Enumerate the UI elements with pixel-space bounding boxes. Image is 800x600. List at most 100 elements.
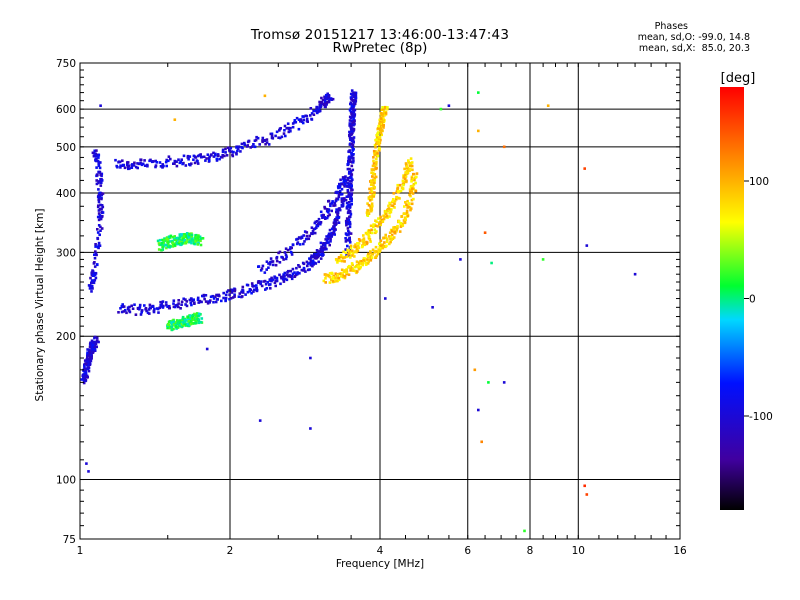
echo-point-X [379, 239, 383, 242]
echo-point-O [139, 313, 143, 316]
echo-point-O [228, 293, 231, 297]
echo-point-X [369, 224, 373, 228]
echo-point-X [391, 199, 395, 203]
echo-point-O [322, 103, 326, 106]
chart-subtitle: RwPretec (8p) [332, 40, 428, 56]
echo-point-O [251, 145, 254, 148]
echo-point-O [100, 192, 103, 195]
echo-point-other [173, 235, 176, 238]
echo-point-O [181, 162, 184, 166]
echo-point-O [270, 134, 274, 138]
echo-point-O [284, 277, 287, 281]
echo-point-O [241, 285, 245, 289]
echo-point-O [275, 276, 279, 280]
chart-title: Tromsø 20151217 13:46:00-13:47:43 [250, 27, 510, 43]
echo-point-O [282, 258, 285, 261]
echo-point-O [222, 296, 225, 300]
stats-o-mode: mean, sd,O: -99.0, 14.8 [637, 32, 750, 43]
echo-point-O [283, 271, 287, 275]
echo-point-X [380, 218, 384, 222]
echo-point-O [101, 211, 105, 214]
echo-point-X [340, 259, 344, 263]
echo-point-O [274, 284, 277, 288]
y-tick-label-75: 75 [63, 534, 76, 546]
echo-point-O [165, 164, 168, 168]
echo-point-other [174, 325, 178, 328]
echo-point-X [398, 183, 402, 187]
echo-point-O [132, 164, 136, 167]
echo-point-X [373, 165, 377, 168]
echo-point-O [254, 138, 258, 142]
echo-point-X [373, 191, 376, 194]
echo-point-O [250, 291, 253, 295]
echo-point-O [354, 99, 358, 103]
echo-point-O [90, 356, 93, 359]
echo-point-O [351, 145, 354, 148]
echo-point-O [323, 101, 327, 104]
echo-point-O [241, 295, 244, 298]
echo-point-other [166, 243, 170, 246]
echo-point-X [404, 175, 408, 178]
echo-point-X [351, 267, 355, 271]
echo-point-O [346, 176, 350, 180]
echo-point-X [377, 131, 380, 134]
echo-point-O [348, 206, 352, 209]
echo-point-other [167, 241, 170, 244]
echo-point-O [271, 260, 275, 263]
echo-point-O [350, 202, 353, 206]
echo-point-other [180, 322, 184, 326]
echo-point-O [293, 121, 296, 124]
echo-point-O [352, 122, 356, 126]
echo-point-O [93, 253, 96, 256]
echo-point-X [370, 202, 374, 205]
echo-point-O [337, 193, 341, 196]
echo-point-O [91, 351, 95, 354]
echo-point-O [218, 157, 221, 161]
echo-point-other [196, 236, 200, 240]
echo-point-O [342, 179, 346, 183]
echo-point-O [138, 162, 141, 166]
echo-point-O [336, 185, 340, 188]
echo-point-O [297, 271, 301, 275]
echo-point-O [140, 310, 143, 314]
echo-point-X [355, 247, 359, 251]
echo-point-X [364, 263, 368, 266]
echo-point-other [170, 325, 173, 329]
echo-point-O [233, 289, 237, 293]
echo-point-X [392, 198, 395, 201]
echo-point-other [178, 237, 181, 240]
echo-point-O [283, 129, 286, 132]
echo-point-O [329, 240, 332, 243]
echo-point-O [284, 257, 288, 261]
stats-heading: Phases [654, 21, 688, 32]
echo-point-O [353, 113, 357, 116]
echo-point-O [97, 241, 101, 245]
echo-point-X [389, 210, 393, 214]
echo-point-O [349, 128, 353, 131]
echo-point-O [323, 96, 327, 100]
echo-point-O [307, 237, 311, 241]
echo-point-other [180, 234, 184, 238]
echo-point-O [119, 164, 122, 167]
echo-point-O [101, 205, 105, 209]
echo-point-O [97, 209, 101, 212]
echo-point-O [94, 276, 98, 280]
echo-point-O [354, 91, 358, 95]
echo-point-O [352, 104, 356, 107]
echo-point-O [161, 300, 165, 303]
echo-point-X [408, 193, 411, 197]
echo-point-X [354, 243, 357, 246]
echo-point-X [408, 169, 411, 172]
echo-point-O [210, 153, 213, 156]
echo-point-O [182, 154, 186, 158]
echo-point-other [197, 235, 200, 238]
echo-point-O [352, 159, 355, 162]
echo-point-O [87, 354, 90, 357]
echo-point-O [349, 182, 353, 186]
echo-point-O [347, 193, 350, 197]
echo-point-O [351, 168, 355, 172]
echo-point-O [87, 358, 91, 361]
echo-point-O [138, 306, 142, 309]
echo-point-O [266, 281, 270, 284]
echo-point-O [346, 178, 350, 182]
